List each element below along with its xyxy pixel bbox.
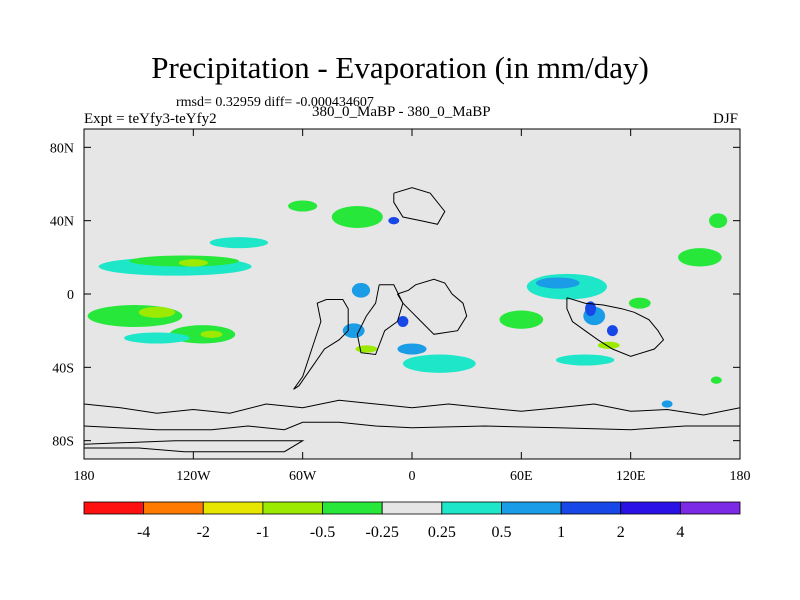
anomaly-patch <box>124 332 190 344</box>
anomaly-patch <box>606 325 618 337</box>
anomaly-patch <box>628 297 651 309</box>
y-tick-label: 0 <box>67 288 74 303</box>
colorbar-swatch <box>441 501 502 515</box>
colorbar-label: -4 <box>137 524 150 541</box>
colorbar: -4 -2 -1 -0.5 -0.25 0.25 0.5 1 2 4 <box>83 501 741 541</box>
anomaly-patch <box>535 277 580 289</box>
anomaly-patch <box>178 259 208 267</box>
anomaly-patch <box>200 330 223 339</box>
x-tick-label: 0 <box>409 469 416 484</box>
colorbar-label: 0.5 <box>491 524 511 541</box>
colorbar-label: 1 <box>557 524 565 541</box>
anomaly-patch <box>661 400 673 408</box>
anomaly-patch <box>397 316 409 327</box>
coastline-southern-africa <box>356 284 404 356</box>
anomaly-patch <box>678 248 722 267</box>
colorbar-label: -0.5 <box>310 524 335 541</box>
anomaly-patch <box>388 217 400 225</box>
experiment-label: Expt = teYfy3-teYfy2 <box>84 111 217 127</box>
anomaly-patch <box>555 354 615 366</box>
season-label: DJF <box>712 111 738 127</box>
coastlines <box>84 187 740 453</box>
colorbar-label: -0.25 <box>366 524 399 541</box>
colorbar-label: -2 <box>197 524 210 541</box>
anomaly-patches <box>87 200 728 408</box>
anomaly-patch <box>709 213 728 229</box>
plot-background <box>84 129 740 459</box>
coastline-australia-region <box>566 297 665 357</box>
colorbar-label: -1 <box>256 524 269 541</box>
x-tick-label: 120W <box>176 469 211 484</box>
colorbar-swatch <box>322 501 383 515</box>
coastline-antarctic-belt <box>84 399 740 416</box>
coastline-africa-north <box>396 278 468 335</box>
x-tick-label: 60E <box>510 469 533 484</box>
coastline-south-strip <box>84 421 740 431</box>
colorbar-swatch <box>143 501 204 515</box>
anomaly-patch <box>585 301 597 316</box>
anomaly-patch <box>209 237 269 249</box>
colorbar-swatch <box>262 501 323 515</box>
y-tick-label: 40N <box>50 215 74 230</box>
coastline-polar-bar <box>84 440 305 453</box>
colorbar-label: 0.25 <box>428 524 456 541</box>
y-tick-label: 40S <box>52 361 74 376</box>
anomaly-patch <box>710 376 722 384</box>
colorbar-swatch <box>381 501 443 515</box>
anomaly-patch <box>331 206 383 228</box>
stats-text: rmsd= 0.32959 diff= -0.000434607 <box>176 95 374 110</box>
anomaly-patch <box>499 310 544 329</box>
anomaly-patch <box>351 283 371 298</box>
anomaly-patch <box>597 341 620 350</box>
colorbar-label: 2 <box>617 524 625 541</box>
x-tick-label: 180 <box>730 469 751 484</box>
colorbar-swatch <box>83 501 145 515</box>
anomaly-patch <box>288 200 318 212</box>
coastline-south-america <box>293 299 349 390</box>
anomaly-patch <box>138 306 176 318</box>
experiment-names: 380_0_MaBP - 380_0_MaBP <box>312 104 491 120</box>
x-tick-label: 180 <box>74 469 95 484</box>
x-tick-label: 120E <box>616 469 646 484</box>
colorbar-swatch <box>560 501 622 515</box>
y-tick-label: 80N <box>50 141 74 156</box>
colorbar-swatch <box>501 501 562 515</box>
anomaly-patch <box>355 345 378 353</box>
coastline-north-continent <box>393 187 446 225</box>
colorbar-swatch <box>202 501 264 515</box>
anomaly-patch <box>397 343 427 355</box>
x-tick-label: 60W <box>289 469 317 484</box>
colorbar-label: 4 <box>676 524 684 541</box>
chart-title: Precipitation - Evaporation (in mm/day) <box>151 50 649 85</box>
colorbar-swatch <box>620 501 681 515</box>
colorbar-swatch <box>679 501 741 515</box>
axis-ticks: 180 120W 60W 0 60E 120E 180 80N 40N 0 40S 80S <box>50 129 751 484</box>
y-tick-label: 80S <box>52 435 74 450</box>
anomaly-patch <box>402 354 476 373</box>
